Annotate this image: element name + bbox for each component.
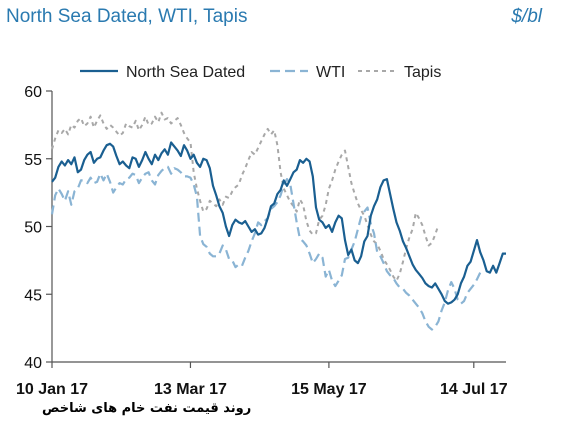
y-tick-label-60: 60: [24, 84, 42, 101]
series-lines: [50, 111, 506, 331]
caption: روند قیمت نفت خام های شاخص: [42, 401, 252, 416]
chart-title: North Sea Dated, WTI, Tapis: [6, 6, 248, 27]
x-tick-label-2: 15 May 17: [291, 381, 367, 398]
series-wti: [50, 165, 482, 331]
legend: North Sea Dated WTI Tapis: [80, 64, 441, 81]
legend-label-north-sea-dated: North Sea Dated: [126, 64, 245, 81]
x-tick-label-1: 13 Mar 17: [154, 381, 227, 398]
y-tick-label-50: 50: [24, 220, 42, 237]
y-tick-label-55: 55: [24, 152, 42, 169]
legend-label-wti: WTI: [316, 64, 345, 81]
x-tick-label-3: 14 Jul 17: [440, 381, 508, 398]
axes: 40 45 50 55 60 10 Jan 17 13 Mar 17 15 May 17 14 …: [16, 84, 508, 398]
series-north-sea-dated: [51, 141, 506, 305]
x-tick-label-0: 10 Jan 17: [16, 381, 88, 398]
y-tick-label-40: 40: [24, 355, 42, 372]
legend-label-tapis: Tapis: [404, 64, 441, 81]
unit-label: $/bl: [511, 6, 542, 27]
y-tick-label-45: 45: [24, 287, 42, 304]
series-tapis: [51, 111, 440, 282]
